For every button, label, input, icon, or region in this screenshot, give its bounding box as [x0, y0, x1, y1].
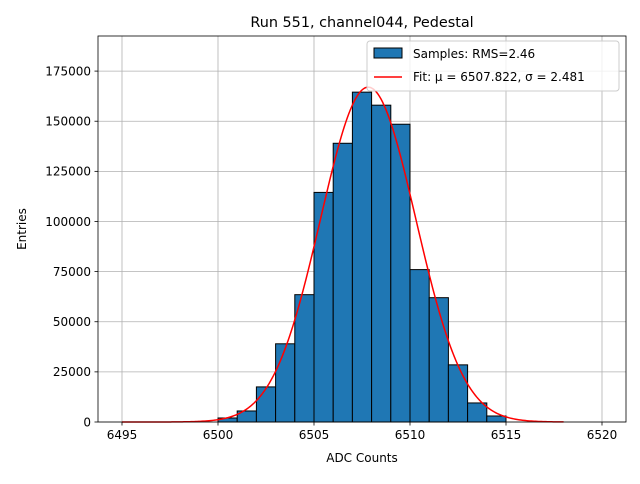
y-axis-label: Entries: [15, 208, 29, 250]
y-tick-label: 75000: [53, 265, 91, 279]
histogram-bar: [294, 294, 315, 423]
histogram-bar: [428, 297, 449, 423]
histogram-bar: [351, 91, 373, 423]
histogram-bar: [409, 269, 430, 423]
histogram-bar: [447, 364, 469, 423]
legend-fit-label: Fit: μ = 6507.822, σ = 2.481: [413, 70, 585, 84]
histogram-bar: [371, 104, 392, 423]
histogram-bar: [390, 123, 411, 423]
chart-title: Run 551, channel044, Pedestal: [250, 15, 473, 31]
histogram-bar: [332, 142, 353, 423]
y-tick-label: 125000: [45, 165, 91, 179]
y-tick-label: 150000: [45, 115, 91, 129]
y-tick-label: 175000: [45, 64, 91, 78]
x-axis-label: ADC Counts: [326, 451, 398, 465]
x-tick-label: 6500: [203, 428, 234, 442]
legend-bars-label: Samples: RMS=2.46: [413, 47, 535, 61]
y-tick-label: 100000: [45, 215, 91, 229]
x-tick-label: 6495: [107, 428, 138, 442]
x-axis-ticks: 6495 6500 6505 6510 6515 6520: [107, 422, 618, 442]
histogram-bar: [313, 191, 334, 423]
histogram-bar: [255, 386, 277, 423]
y-tick-label: 25000: [53, 365, 91, 379]
x-tick-label: 6515: [491, 428, 522, 442]
y-tick-label: 50000: [53, 315, 91, 329]
histogram-bar: [275, 343, 296, 423]
legend: Samples: RMS=2.46 Fit: μ = 6507.822, σ =…: [366, 40, 620, 92]
x-tick-label: 6520: [587, 428, 618, 442]
histogram-bars: [217, 91, 507, 423]
legend-bars-swatch: [373, 47, 403, 59]
y-tick-label: 0: [83, 415, 91, 429]
histogram-bar: [467, 402, 488, 423]
histogram-bar: [486, 415, 507, 423]
x-tick-label: 6510: [395, 428, 426, 442]
fit-curve-line: [122, 86, 564, 423]
plot-frame: [97, 35, 627, 423]
y-axis-ticks: 0 25000 50000 75000 100000 125000 150000 175000: [45, 64, 98, 429]
x-tick-label: 6505: [299, 428, 330, 442]
legend-box: [366, 40, 620, 92]
